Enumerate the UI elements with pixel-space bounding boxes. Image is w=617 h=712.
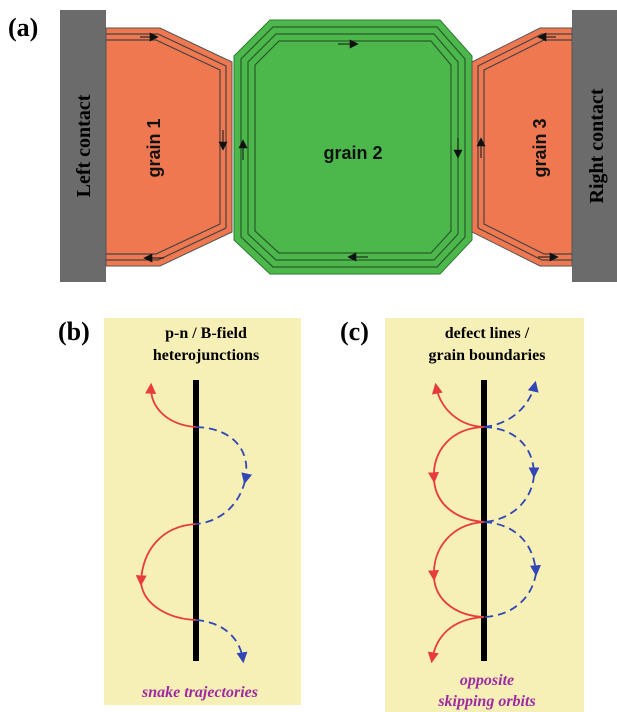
- panel-c-blue-arc-3: [483, 474, 535, 523]
- panel-b-title-line1: p-n / B-field: [165, 325, 247, 342]
- panel-c-title-line2: grain boundaries: [429, 347, 546, 364]
- right-contact: [572, 10, 617, 282]
- panel-b-caption: snake trajectories: [141, 684, 258, 701]
- panel-c-caption-line1: opposite: [460, 672, 514, 689]
- panel-a-label: (a): [8, 13, 38, 42]
- panel-c-label: (c): [340, 317, 369, 346]
- panel-c-blue-arc-5: [483, 572, 537, 618]
- panel-c-caption-line2: skipping orbits: [437, 693, 535, 710]
- panel-b-blue-arc-3: [195, 619, 248, 664]
- grain-3-edge-channels: [477, 33, 572, 261]
- panel-c-red-arc-6: [427, 616, 485, 664]
- grain-1-arrows: [140, 32, 228, 263]
- grain-2-edge-channels: [240, 26, 466, 268]
- panel-c-red-arc-3: [433, 479, 485, 523]
- left-contact-label: Left contact: [73, 94, 95, 197]
- grain-2-label: grain 2: [323, 143, 382, 163]
- panel-b-red-arc-1: [145, 382, 197, 428]
- panel-b-title-line2: heterojunctions: [153, 347, 259, 364]
- grain-3: [471, 27, 573, 267]
- panel-c-red-arc-2: [428, 426, 485, 484]
- panel-c-red-arc-1: [431, 382, 485, 428]
- panel-b-trajectories: [135, 382, 253, 664]
- right-contact-label: Right contact: [586, 88, 608, 203]
- panel-c-blue-arc-1: [483, 380, 539, 428]
- grain-1: [105, 27, 233, 267]
- panel-b-label: (b): [58, 317, 90, 346]
- panel-c-trajectories: [427, 380, 541, 664]
- panel-b-red-arc-2: [135, 523, 197, 587]
- panel-b-box: [104, 318, 301, 705]
- panel-b-blue-arc-2: [195, 480, 246, 525]
- grain-3-arrows: [476, 32, 559, 262]
- grain-3-label: grain 3: [530, 118, 550, 177]
- grain-2-arrows: [238, 39, 463, 262]
- panel-c-red-arc-4: [428, 521, 485, 582]
- left-contact: [60, 10, 106, 282]
- panel-c-title-line1: defect lines /: [445, 325, 530, 342]
- panel-b-red-arc-3: [140, 582, 197, 621]
- grain-1-label: grain 1: [144, 118, 164, 177]
- panel-c-blue-arc-4: [483, 521, 541, 577]
- panel-c-red-arc-5: [433, 577, 485, 618]
- grain-2: [233, 19, 473, 275]
- panel-b-blue-arc-1: [195, 426, 253, 485]
- panel-c-blue-arc-2: [483, 426, 540, 479]
